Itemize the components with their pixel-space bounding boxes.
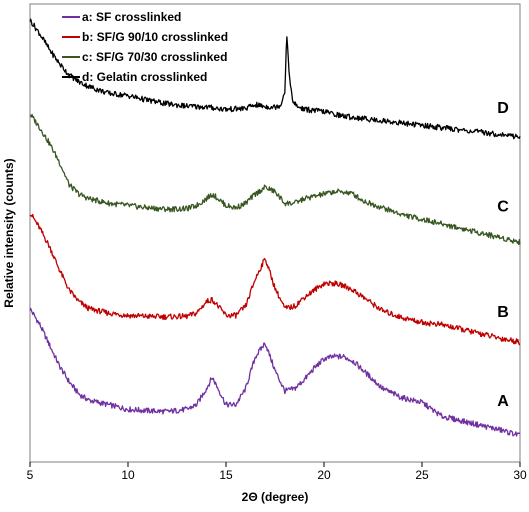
curve-label-a: A	[497, 393, 509, 410]
legend: a: SF crosslinked b: SF/G 90/10 crosslink…	[62, 10, 228, 84]
x-tick-label-1: 10	[121, 468, 135, 482]
legend-entry-d: d: Gelatin crosslinked	[82, 70, 207, 84]
legend-entry-c: c: SF/G 70/30 crosslinked	[82, 50, 227, 64]
legend-entry-a: a: SF crosslinked	[82, 10, 181, 24]
x-axis-ticks: 5 10 15 20 25 30	[27, 462, 527, 482]
curve-label-b: B	[497, 304, 509, 321]
series-line-b	[29, 213, 521, 346]
x-tick-label-2: 15	[219, 468, 233, 482]
series-line-c	[29, 113, 521, 246]
curve-labels: A B C D	[497, 100, 509, 410]
x-tick-label-4: 25	[415, 468, 429, 482]
series-line-a	[29, 307, 521, 437]
x-tick-label-5: 30	[513, 468, 527, 482]
legend-entry-b: b: SF/G 90/10 crosslinked	[82, 30, 228, 44]
plot-frame	[29, 3, 521, 463]
x-tick-label-3: 20	[317, 468, 331, 482]
curve-label-c: C	[497, 199, 509, 216]
series-group	[29, 18, 521, 437]
x-tick-label-0: 5	[27, 468, 34, 482]
curve-label-d: D	[497, 100, 509, 117]
x-axis-title: 2Θ (degree)	[242, 490, 309, 504]
y-axis-title: Relative intensity (counts)	[2, 158, 16, 307]
series-line-d	[29, 18, 521, 140]
